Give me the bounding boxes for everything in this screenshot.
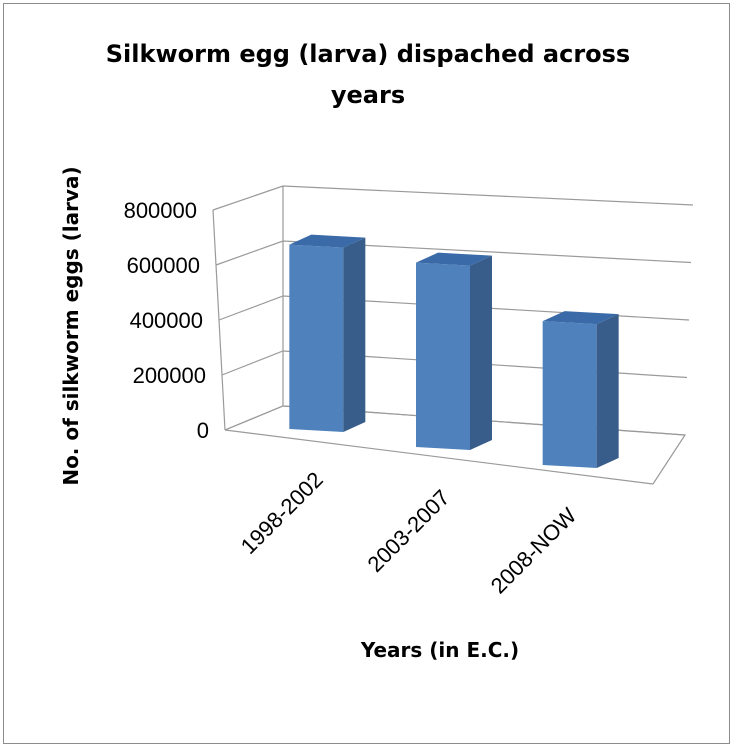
bar <box>289 234 366 432</box>
gridlines <box>212 185 694 485</box>
bars <box>289 234 619 468</box>
y-tick-label: 600000 <box>127 253 200 278</box>
bar-side <box>343 237 366 432</box>
bar-side <box>470 255 492 450</box>
chart-title-line-2: years <box>331 81 405 109</box>
bar-front <box>289 244 344 432</box>
bar-front <box>542 321 597 468</box>
x-category-label: 2008-NOW <box>486 503 582 599</box>
y-tick-label: 0 <box>197 418 209 443</box>
y-axis-title: No. of silkworm eggs (larva) <box>59 166 83 485</box>
bar-top <box>289 234 366 248</box>
y-axis-ticks: 0 200000 400000 600000 800000 <box>124 198 209 443</box>
x-category-label: 1998-2002 <box>236 467 328 559</box>
bar-front <box>416 262 470 450</box>
bar-side <box>596 314 619 468</box>
x-category-label: 2003-2007 <box>362 485 454 577</box>
chart-title-line-1: Silkworm egg (larva) dispached across <box>106 40 630 68</box>
gridline <box>212 185 694 211</box>
bar <box>416 252 492 450</box>
y-tick-label: 200000 <box>133 363 206 388</box>
x-axis-title: Years (in E.C.) <box>360 638 519 662</box>
x-axis-categories: 1998-2002 2003-2007 2008-NOW <box>236 467 582 598</box>
floor-front-edge <box>224 429 654 485</box>
bar-top <box>416 252 492 266</box>
bar-top <box>542 311 619 325</box>
y-tick-label: 800000 <box>124 198 197 223</box>
bar <box>542 311 619 468</box>
y-tick-label: 400000 <box>130 308 203 333</box>
